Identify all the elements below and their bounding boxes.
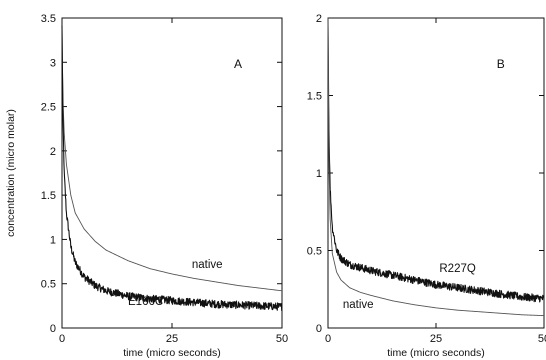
- y-tick-label: 0: [316, 323, 322, 335]
- x-tick-label: 25: [166, 333, 178, 345]
- y-tick-label: 1.5: [41, 190, 56, 202]
- x-tick-label: 25: [430, 333, 442, 345]
- y-tick-label: 1.5: [307, 91, 322, 103]
- panel-a: 0 0.5 1 1.5 2 2.5 3 3.5 0 25 50 time (micro seconds…: [5, 13, 288, 359]
- y-tick-label: 2: [316, 13, 322, 25]
- curve-label-native: native: [343, 299, 374, 311]
- y-tick-label: 3.5: [41, 13, 56, 25]
- series-native-line: [61, 26, 283, 292]
- x-tick-label: 0: [325, 333, 331, 345]
- curve-label-e166c: E166C: [128, 296, 163, 308]
- y-tick-label: 0.5: [41, 279, 56, 291]
- x-axis-title: time (micro seconds): [387, 347, 484, 359]
- y-tick-label: 2: [50, 146, 56, 158]
- x-tick-label: 0: [59, 333, 65, 345]
- plot-frame: [61, 17, 283, 329]
- y-tick-label: 3: [50, 57, 56, 69]
- x-tick-label: 50: [276, 333, 288, 345]
- y-tick-label: 0.5: [307, 246, 322, 258]
- y-tick-label: 0: [50, 323, 56, 335]
- series-r227q-line: [327, 18, 545, 303]
- series-e166c-line: [61, 25, 283, 312]
- x-axis-title: time (micro seconds): [123, 347, 220, 359]
- curve-label-native: native: [192, 259, 223, 271]
- y-axis-title: concentration (micro molar): [5, 109, 17, 237]
- y-tick-label: 1: [50, 234, 56, 246]
- panel-label: A: [234, 57, 242, 71]
- plot-frame: [327, 17, 545, 329]
- curve-label-r227q: R227Q: [439, 263, 475, 275]
- panel-label: B: [497, 57, 505, 71]
- x-tick-label: 50: [538, 333, 546, 345]
- series-native-line: [327, 17, 545, 317]
- panel-b: 0 0.5 1 1.5 2 0 25 50 time (micro seconds) B R227Q…: [307, 13, 546, 359]
- y-tick-label: 1: [316, 168, 322, 180]
- y-tick-label: 2.5: [41, 102, 56, 114]
